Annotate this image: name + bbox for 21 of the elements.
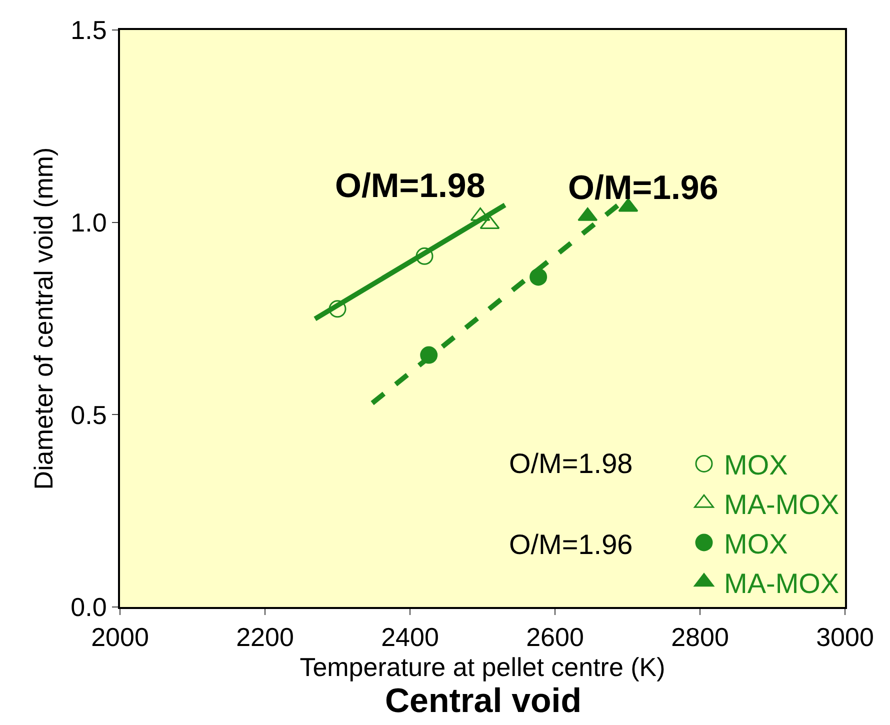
x-tick-label: 2200 xyxy=(236,622,294,652)
y-tick-label: 0.5 xyxy=(70,400,107,430)
y-axis-title: Diameter of central void (mm) xyxy=(28,147,59,490)
x-tick-label: 2400 xyxy=(381,622,439,652)
legend-label: MOX xyxy=(724,450,788,481)
x-axis-title: Temperature at pellet centre (K) xyxy=(300,652,666,682)
annotation: O/M=1.98 xyxy=(335,167,486,205)
legend-label: MA-MOX xyxy=(724,568,840,599)
x-tick-label: 2800 xyxy=(671,622,729,652)
annotation: O/M=1.96 xyxy=(568,169,718,207)
y-tick-label: 0.0 xyxy=(70,592,107,622)
legend-label: MOX xyxy=(724,528,788,560)
x-tick-label: 3000 xyxy=(816,622,874,652)
annotation: O/M=1.96 xyxy=(509,529,633,560)
legend-label: MA-MOX xyxy=(724,489,840,520)
annotation: O/M=1.98 xyxy=(509,448,633,479)
y-tick-label: 1.0 xyxy=(70,207,107,238)
y-tick-label: 1.5 xyxy=(70,15,107,46)
text: Central void xyxy=(385,682,582,720)
x-tick-label: 2600 xyxy=(526,622,584,652)
x-tick-label: 2000 xyxy=(91,622,149,652)
